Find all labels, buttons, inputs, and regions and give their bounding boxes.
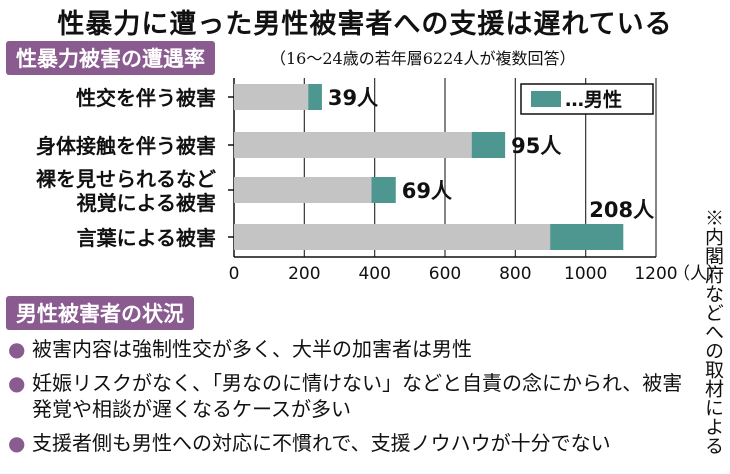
survey-note: （16～24歳の若年層6224人が複数回答） [270,49,576,68]
source-note: ※内閣府などへの取材による [702,208,724,455]
bar-other [234,224,551,250]
x-tick-label: 800 [499,264,531,284]
x-tick-label: 1200 [634,264,677,284]
bar-other [234,132,472,158]
x-tick-label: 1000 [564,264,607,284]
status-text: 妊娠リスクがなく、「男なのに情けない」などと自責の念にかられ、被害発覚や相談が遅… [32,371,683,421]
bullet-icon: ● [8,371,26,395]
x-unit-label: （人） [673,264,724,284]
bar-male [308,84,322,110]
bar-male [550,224,624,250]
list-item: ● 支援者側も男性への対応に不慣れで、支援ノウハウが十分でない [8,430,698,456]
bar-other [234,84,309,110]
x-tick-label: 200 [288,264,320,284]
data-label: 95人 [511,134,561,158]
category-label: 視覚による被害 [76,191,216,215]
x-tick-label: 600 [429,264,461,284]
category-label: 言葉による被害 [77,226,216,250]
section-label-male-victims: 男性被害者の状況 [6,296,194,330]
status-text: 支援者側も男性への対応に不慣れで、支援ノウハウが十分でない [32,431,611,455]
status-list: ● 被害内容は強制性交が多く、大半の加害者は男性 ● 妊娠リスクがなく、「男なの… [8,336,698,456]
category-label: 性交を伴う被害 [76,86,216,110]
legend-swatch [531,91,561,107]
bar-other [234,177,372,203]
section-label-encounter-rate: 性暴力被害の遭遇率 [6,41,215,75]
legend-label: …男性 [565,88,622,111]
list-item: ● 妊娠リスクがなく、「男なのに情けない」などと自責の念にかられ、被害発覚や相談… [8,370,698,422]
x-tick-label: 400 [358,264,390,284]
data-label: 208人 [589,198,654,222]
data-label: 69人 [402,179,452,203]
list-item: ● 被害内容は強制性交が多く、大半の加害者は男性 [8,336,698,362]
bar-male [471,132,506,158]
data-label: 39人 [328,86,378,110]
category-label: 裸を見せられるなど [36,167,216,191]
category-label: 身体接触を伴う被害 [36,134,216,158]
x-tick-label: 0 [229,264,240,284]
status-text: 被害内容は強制性交が多く、大半の加害者は男性 [32,337,472,361]
bar-male [371,177,396,203]
page-title: 性暴力に遭った男性被害者への支援は遅れている [57,9,673,40]
bullet-icon: ● [8,431,26,455]
bullet-icon: ● [8,337,26,361]
